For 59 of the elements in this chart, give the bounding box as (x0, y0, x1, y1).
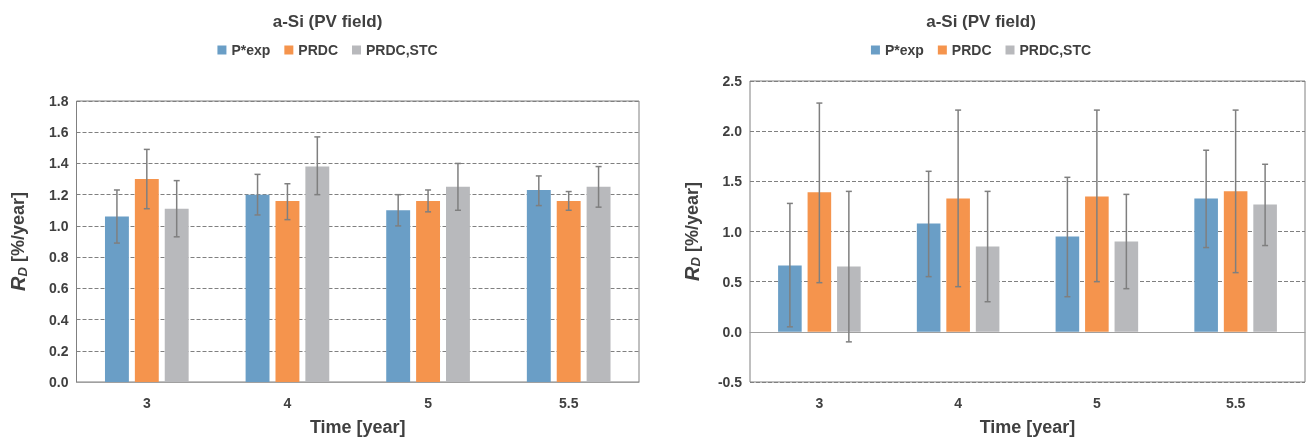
y-tick-label: 1.5 (722, 173, 743, 190)
bar (416, 200, 441, 382)
x-tick-label: 4 (954, 395, 963, 411)
y-tick-label: 1.8 (49, 93, 69, 109)
legend-label: PRDC (951, 42, 992, 58)
y-tick-label: 0.8 (49, 249, 69, 266)
bar (556, 200, 581, 382)
x-tick-label: 3 (142, 395, 151, 411)
x-tick-label: 4 (283, 395, 292, 411)
chart-title: a-Si (PV field) (272, 12, 383, 31)
y-tick-label: 2.5 (722, 73, 743, 89)
bar (164, 208, 189, 382)
bar (1194, 198, 1218, 332)
y-tick-label: 0.4 (49, 311, 69, 328)
legend-label: PRDC,STC (1019, 42, 1092, 58)
bar (245, 194, 270, 382)
bar (1223, 191, 1248, 332)
y-tick-label: 1.2 (49, 186, 69, 203)
bar (445, 186, 470, 382)
y-tick-label: 0.5 (722, 273, 743, 290)
bar (1253, 204, 1277, 332)
x-axis-title: Time [year] (979, 417, 1076, 437)
bar (104, 216, 129, 382)
y-tick-label: 1.4 (49, 155, 69, 172)
legend-label: PRDC (298, 42, 339, 58)
y-tick-label: -0.5 (717, 374, 743, 390)
legend-label: P*exp (884, 42, 924, 58)
y-tick-label: 2.0 (722, 123, 743, 140)
legend-label: P*exp (231, 42, 271, 58)
bar (1055, 236, 1080, 332)
y-tick-label: 1.0 (49, 217, 69, 234)
legend-label: PRDC,STC (366, 42, 438, 58)
bar (1085, 196, 1109, 332)
bar (975, 246, 1000, 332)
bar (1114, 241, 1139, 332)
bar (778, 265, 802, 332)
bar (946, 198, 970, 332)
x-tick-label: 5 (1092, 395, 1101, 411)
bar (386, 210, 411, 382)
bar (807, 192, 832, 332)
bar (275, 200, 300, 382)
x-axis-title: Time [year] (309, 417, 406, 437)
bar (837, 266, 861, 332)
bar (916, 223, 941, 332)
x-tick-label: 5 (424, 395, 433, 411)
bar (586, 186, 611, 382)
y-tick-label: 0.2 (49, 342, 69, 359)
x-tick-label: 3 (815, 395, 824, 411)
x-tick-label: 5.5 (1225, 395, 1246, 411)
y-tick-label: 1.6 (49, 124, 69, 141)
bar (526, 189, 551, 382)
bar (134, 179, 159, 382)
chart-title: a-Si (PV field) (926, 12, 1036, 31)
y-tick-label: 0.0 (49, 374, 69, 390)
x-tick-label: 5.5 (558, 395, 579, 411)
y-tick-label: 0.0 (722, 323, 743, 340)
y-tick-label: 0.6 (49, 280, 69, 297)
y-tick-label: 1.0 (722, 223, 743, 240)
bar (305, 166, 330, 382)
